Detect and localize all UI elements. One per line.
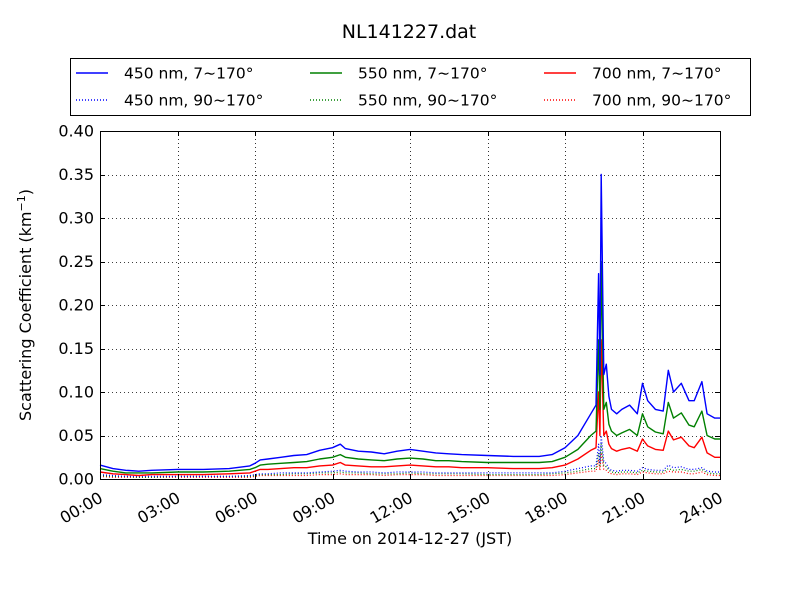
series-lines [99,173,720,478]
chart-title: NL141227.dat [342,21,477,43]
y-axis-label-main: Scattering Coefficient (km [16,211,35,421]
legend: 450 nm, 7∼170° 450 nm, 90∼170° 550 nm, 7∼1… [70,58,751,116]
x-axis-label: Time on 2014-12-27 (JST) [307,529,512,548]
legend-label-1: 450 nm, 90∼170° [124,92,263,110]
y-tick-label: 0.30 [58,209,94,228]
y-tick-label: 0.40 [58,122,94,141]
legend-frame [70,58,751,116]
y-axis-label-close: ) [16,189,35,195]
y-tick-labels: 0.00 0.05 0.10 0.15 0.20 0.25 0.30 0.35 0.40 [58,122,94,489]
y-tick-label: 0.05 [58,426,94,445]
y-axis-label-exponent: −1 [15,195,28,211]
series-line-4 [99,339,720,477]
series-line-5 [99,452,720,478]
y-tick-label: 0.15 [58,339,94,358]
y-tick-label: 0.20 [58,296,94,315]
legend-label-5: 700 nm, 90∼170° [592,92,731,110]
series-line-3 [99,443,720,478]
grid [100,131,720,479]
y-tick-label: 0.35 [58,165,94,184]
axis-ticks [100,131,721,480]
y-tick-label: 0.25 [58,252,94,271]
y-tick-label: 0.10 [58,383,94,402]
series-line-1 [99,434,720,477]
legend-label-3: 550 nm, 90∼170° [358,92,497,110]
legend-label-4: 700 nm, 7∼170° [592,65,721,83]
legend-label-0: 450 nm, 7∼170° [124,65,253,83]
legend-label-2: 550 nm, 7∼170° [358,65,487,83]
series-line-0 [99,173,720,472]
y-tick-label: 0.00 [58,470,94,489]
series-line-2 [99,260,720,474]
y-axis-label: Scattering Coefficient (km−1) [15,189,35,421]
